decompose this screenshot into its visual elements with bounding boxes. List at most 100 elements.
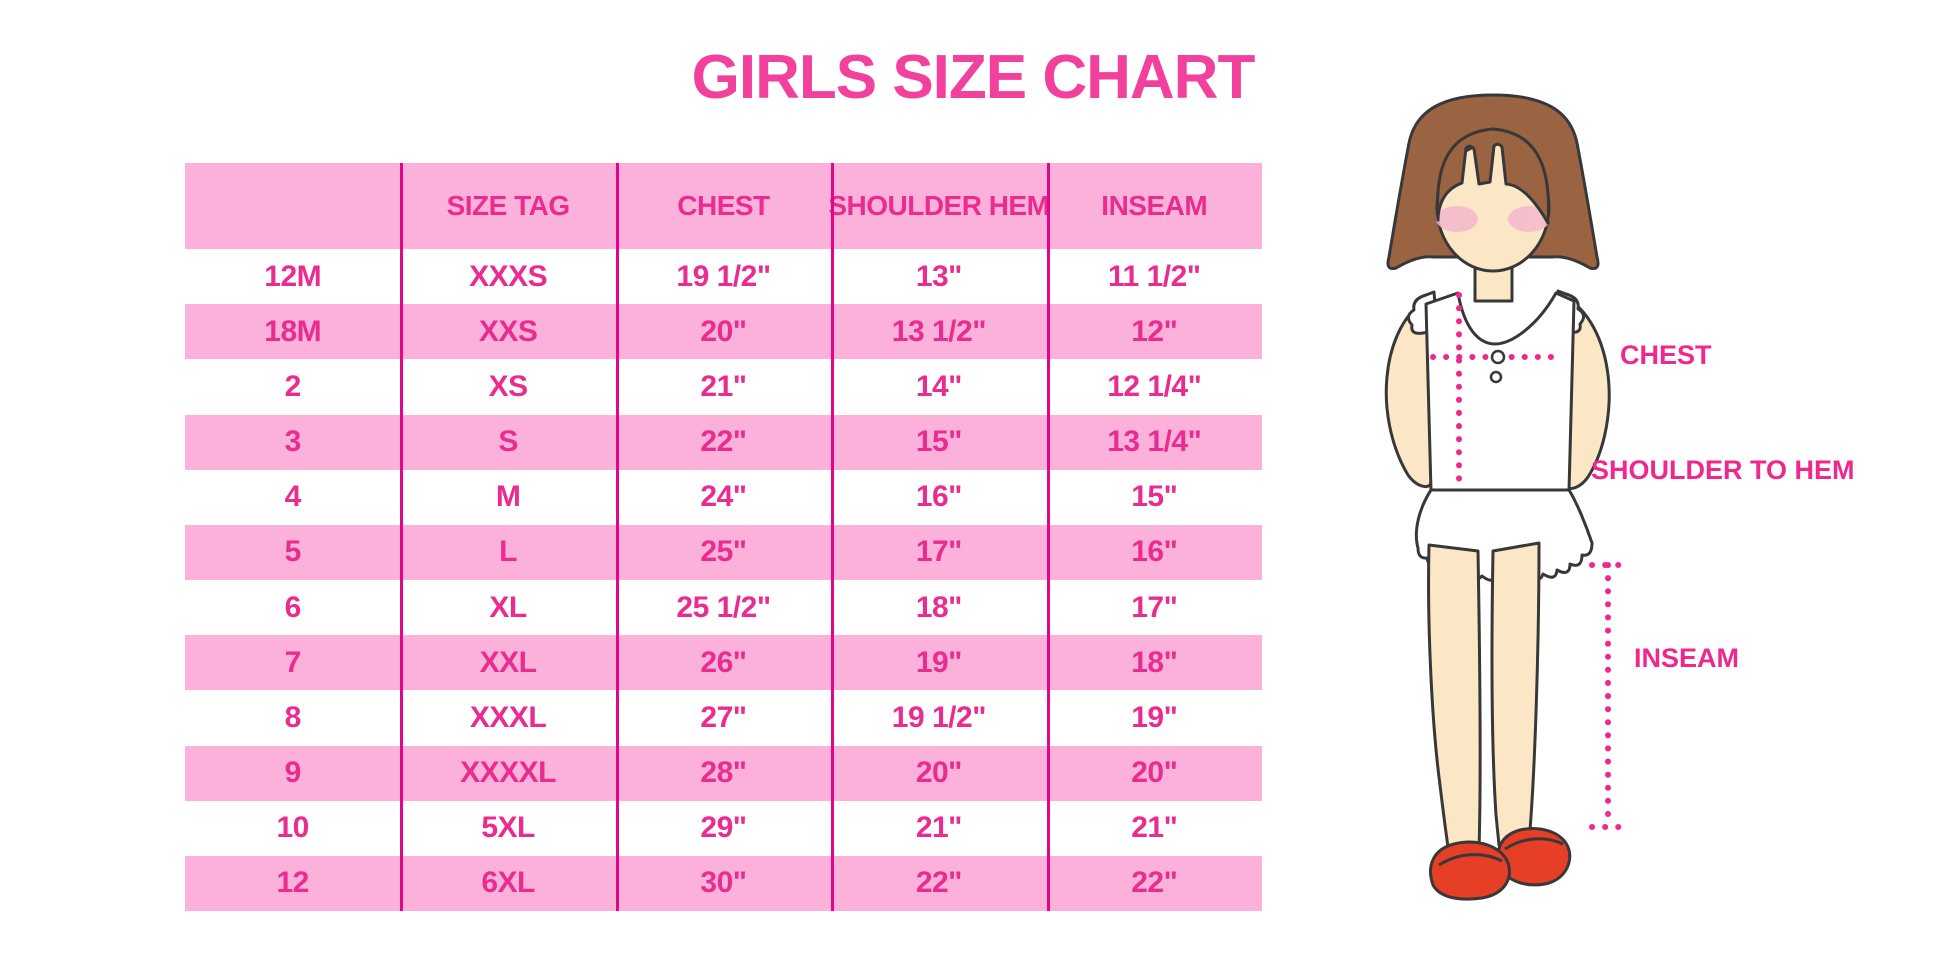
table-cell: 13 1/4" xyxy=(1107,425,1202,459)
header-cell: CHEST xyxy=(677,190,770,221)
table-cell: XXS xyxy=(478,314,538,348)
table-cell: 19" xyxy=(915,645,963,679)
table-cell: 21" xyxy=(1131,811,1178,845)
table-row: 8 XXXL 27" 19 1/2" 19" xyxy=(185,690,1262,746)
table-cell: 21" xyxy=(915,811,963,845)
table-cell: 12 xyxy=(276,866,310,900)
table-row: 4 M 24" 16" 15" xyxy=(185,469,1262,525)
table-cell: 20" xyxy=(1131,756,1178,790)
column-divider xyxy=(1046,163,1050,911)
girl-blush-right xyxy=(1508,206,1550,232)
table-cell: 19 1/2" xyxy=(891,700,987,734)
shoulder-to-hem-label: SHOULDER TO HEM xyxy=(1591,455,1855,485)
girl-top-bodice xyxy=(1424,291,1576,493)
table-cell: 30" xyxy=(700,866,747,900)
table-cell: 10 xyxy=(276,811,310,845)
table-cell: 6 xyxy=(284,590,302,624)
table-cell: XXXXL xyxy=(460,756,557,790)
girl-illustration xyxy=(1384,93,1629,901)
table-cell: 16" xyxy=(1131,535,1178,569)
table-row: 6 XL 25 1/2" 18" 17" xyxy=(185,580,1262,636)
table-cell: 17" xyxy=(915,535,963,569)
table-cell: 26" xyxy=(700,645,747,679)
table-cell: 4 xyxy=(284,480,302,514)
table-cell: 22" xyxy=(915,866,963,900)
table-cell: XXXS xyxy=(469,259,548,293)
page-title: GIRLS SIZE CHART xyxy=(691,43,1256,112)
girl-left-shoe xyxy=(1429,840,1511,901)
table-cell: 12 1/4" xyxy=(1107,369,1202,403)
column-divider xyxy=(615,163,619,911)
table-cell: S xyxy=(498,425,518,459)
chest-label: CHEST xyxy=(1620,340,1712,370)
table-row: 5 L 25" 17" 16" xyxy=(185,524,1262,581)
header-cell: INSEAM xyxy=(1101,190,1208,221)
girl-left-leg xyxy=(1427,543,1482,851)
table-cell: 18" xyxy=(915,590,963,624)
girl-left-shoe-strap xyxy=(1438,853,1503,867)
table-cell: 28" xyxy=(700,756,747,790)
table-cell: 2 xyxy=(284,369,302,403)
table-cell: 5XL xyxy=(481,811,535,845)
table-row: 2 XS 21" 14" 12 1/4" xyxy=(185,359,1262,415)
table-cell: 20" xyxy=(700,314,747,348)
table-cell: L xyxy=(499,535,517,569)
table-cell: 13" xyxy=(915,259,963,293)
table-cell: 25" xyxy=(700,535,747,569)
table-cell: 20" xyxy=(915,756,963,790)
table-cell: 12" xyxy=(1131,314,1178,348)
table-row: 3 S 22" 15" 13 1/4" xyxy=(185,414,1262,470)
table-cell: 5 xyxy=(284,535,302,569)
table-row: 7 XXL 26" 19" 18" xyxy=(185,635,1262,691)
girl-right-shoe-strap xyxy=(1504,837,1564,851)
inseam-label: INSEAM xyxy=(1634,643,1740,673)
table-cell: 25 1/2" xyxy=(676,590,771,624)
table-cell: 11 1/2" xyxy=(1108,259,1201,293)
girl-bottom-button xyxy=(1489,370,1503,384)
table-cell: 19 1/2" xyxy=(676,259,771,293)
header-cell xyxy=(185,163,400,249)
table-row: 12 6XL 30" 22" 22" xyxy=(185,855,1262,912)
header-cell: SIZE TAG xyxy=(446,190,571,221)
table-cell: XL xyxy=(489,590,527,624)
table-cell: 15" xyxy=(915,425,963,459)
table-row: 18M XXS 20" 13 1/2" 12" xyxy=(185,304,1262,360)
table-cell: 15" xyxy=(1131,480,1178,514)
table-row: 10 5XL 29" 21" 21" xyxy=(185,800,1262,856)
girl-top-button xyxy=(1490,349,1506,365)
girl-blush-left xyxy=(1436,206,1478,232)
table-cell: 3 xyxy=(284,425,302,459)
table-cell: 8 xyxy=(284,700,302,734)
table-row: 9 XXXXL 28" 20" 20" xyxy=(185,745,1262,801)
table-cell: M xyxy=(495,480,521,514)
table-cell: 21" xyxy=(700,369,747,403)
table-cell: 17" xyxy=(1131,590,1178,624)
table-cell: 12M xyxy=(264,259,322,293)
column-divider xyxy=(831,163,835,911)
table-header-row: SIZE TAG CHEST SHOULDER HEM INSEAM xyxy=(185,163,1262,249)
table-cell: 22" xyxy=(1131,866,1178,900)
table-cell: 24" xyxy=(700,480,747,514)
table-cell: XS xyxy=(488,369,529,403)
table-cell: 27" xyxy=(700,700,747,734)
girl-bangs xyxy=(1436,127,1550,225)
table-cell: XXXL xyxy=(469,700,547,734)
table-row: 12M XXXS 19 1/2" 13" 11 1/2" xyxy=(185,249,1262,305)
table-cell: XXL xyxy=(479,645,537,679)
table-cell: 7 xyxy=(284,645,302,679)
table-cell: 6XL xyxy=(481,866,535,900)
table-cell: 14" xyxy=(915,369,963,403)
table-cell: 9 xyxy=(284,756,302,790)
table-cell: 19" xyxy=(1131,700,1178,734)
table-cell: 22" xyxy=(700,425,747,459)
table-cell: 18M xyxy=(264,314,322,348)
girl-right-leg xyxy=(1490,541,1541,847)
table-cell: 18" xyxy=(1131,645,1178,679)
table-cell: 16" xyxy=(915,480,963,514)
header-cell: SHOULDER HEM xyxy=(828,190,1050,221)
column-divider xyxy=(400,163,404,911)
table-cell: 29" xyxy=(700,811,747,845)
table-cell: 13 1/2" xyxy=(891,314,987,348)
size-table: SIZE TAG CHEST SHOULDER HEM INSEAM 12M X… xyxy=(185,163,1262,912)
